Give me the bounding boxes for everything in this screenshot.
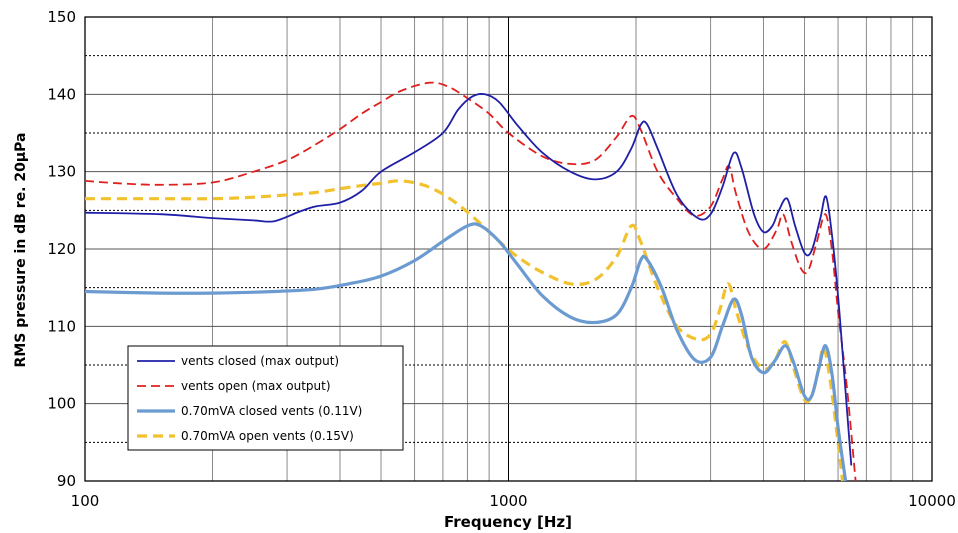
y-tick-label: 100 [47,395,76,413]
x-tick-label: 10000 [908,492,956,510]
plot-frame [84,16,933,482]
legend-box [127,345,404,451]
x-axis-title: Frequency [Hz] [444,513,572,531]
legend-label: 0.70mVA open vents (0.15V) [181,429,354,443]
y-tick-label: 90 [57,472,76,490]
x-tick-label: 1000 [489,492,527,510]
series-line-1 [84,93,853,466]
legend-label: 0.70mVA closed vents (0.11V) [181,404,362,418]
y-tick-label: 150 [47,8,76,26]
y-tick-label: 140 [47,85,76,103]
y-tick-label: 130 [47,163,76,181]
y-axis-title: RMS pressure in dB re. 20µPa [13,133,29,368]
y-tick-label: 120 [47,240,76,258]
x-tick-labels: 100 1000 10000 [71,492,956,510]
legend-label: vents closed (max output) [181,354,339,368]
legend: vents closed (max output) vents open (max… [127,345,404,451]
x-tick-label: 100 [71,492,100,510]
y-tick-label: 110 [47,317,76,335]
series-line-2 [84,81,857,482]
y-tick-labels: 90 100 110 120 130 140 150 [47,8,76,490]
series-line-4 [84,179,845,482]
series-layer [84,81,857,482]
series-line-3 [84,222,848,482]
legend-label: vents open (max output) [181,379,331,393]
